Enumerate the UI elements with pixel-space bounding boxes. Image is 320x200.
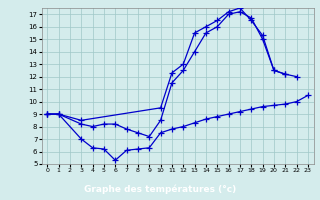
Text: Graphe des températures (°c): Graphe des températures (°c) [84, 184, 236, 194]
